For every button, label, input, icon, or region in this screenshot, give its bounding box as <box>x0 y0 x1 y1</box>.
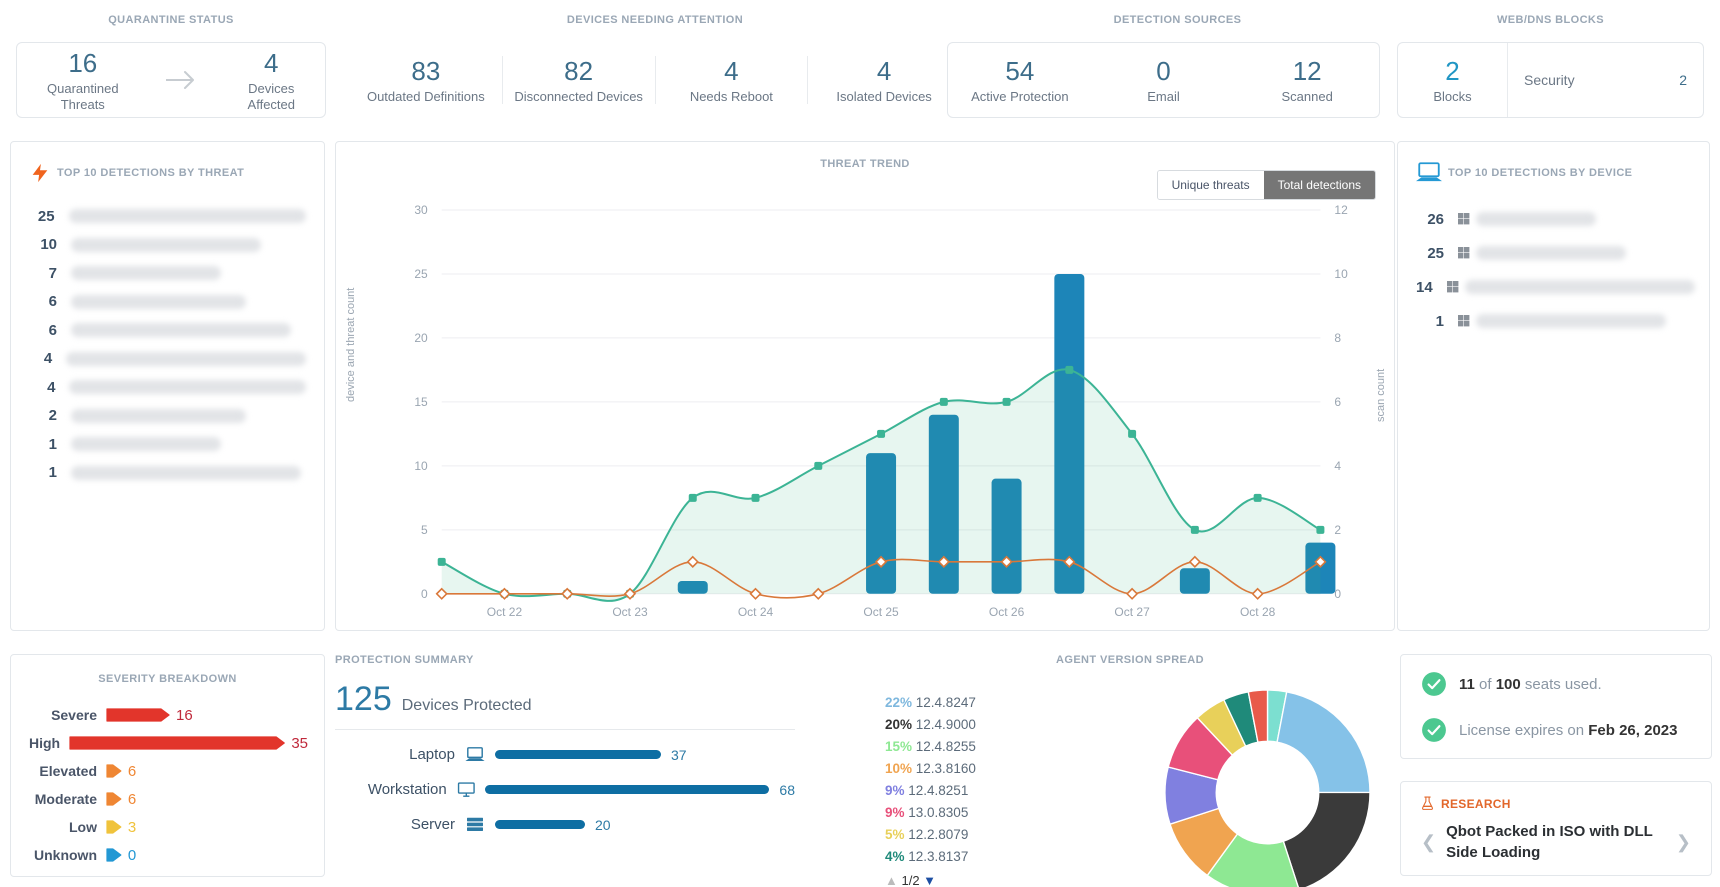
svg-text:Oct 27: Oct 27 <box>1114 605 1150 619</box>
svg-text:Oct 22: Oct 22 <box>487 605 523 619</box>
svg-text:Oct 25: Oct 25 <box>863 605 899 619</box>
svg-text:Oct 24: Oct 24 <box>738 605 774 619</box>
svg-text:device and threat count: device and threat count <box>345 288 357 402</box>
svg-text:4: 4 <box>1334 459 1341 473</box>
svg-text:Oct 28: Oct 28 <box>1240 605 1276 619</box>
svg-text:25: 25 <box>414 267 428 281</box>
svg-text:30: 30 <box>414 203 428 217</box>
svg-text:8: 8 <box>1334 331 1341 345</box>
svg-text:12: 12 <box>1334 203 1348 217</box>
svg-text:scan count: scan count <box>1375 369 1387 422</box>
svg-text:10: 10 <box>1334 267 1348 281</box>
svg-text:Oct 26: Oct 26 <box>989 605 1025 619</box>
svg-text:Oct 23: Oct 23 <box>612 605 648 619</box>
svg-text:20: 20 <box>414 331 428 345</box>
svg-text:0: 0 <box>1334 587 1341 601</box>
svg-text:5: 5 <box>421 523 428 537</box>
svg-text:0: 0 <box>421 587 428 601</box>
svg-text:15: 15 <box>414 395 428 409</box>
svg-text:2: 2 <box>1334 523 1341 537</box>
svg-text:6: 6 <box>1334 395 1341 409</box>
svg-text:10: 10 <box>414 459 428 473</box>
